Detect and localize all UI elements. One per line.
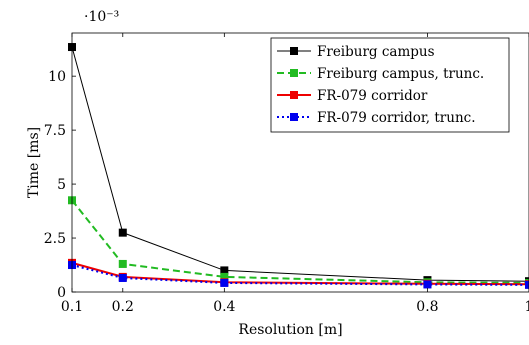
legend-label: FR-079 corridor, trunc. xyxy=(317,110,476,126)
data-point xyxy=(118,259,127,268)
legend-swatch-marker xyxy=(290,69,298,77)
legend-label: Freiburg campus xyxy=(317,44,435,60)
data-point xyxy=(220,278,229,287)
y-tick-label: 7.5 xyxy=(44,123,66,139)
axis-ticks: 0.10.20.40.8102.557.510 xyxy=(44,33,529,315)
y-tick-label: 5 xyxy=(57,177,66,193)
data-point xyxy=(220,266,229,275)
legend-label: Freiburg campus, trunc. xyxy=(317,66,484,82)
x-tick-label: 0.1 xyxy=(61,299,83,315)
data-point xyxy=(118,228,127,237)
data-point xyxy=(220,272,229,281)
data-point xyxy=(118,273,127,282)
x-tick-label: 0.8 xyxy=(416,299,438,315)
y-axis-label: Time [ms] xyxy=(26,127,42,198)
legend-item: Freiburg campus, trunc. xyxy=(277,66,484,82)
series-1 xyxy=(68,196,529,287)
legend: Freiburg campus Freiburg campus, trunc. FR… xyxy=(270,37,510,133)
legend-item: FR-079 corridor, trunc. xyxy=(277,110,476,126)
legend-swatch-marker xyxy=(290,47,298,55)
x-axis-label: Resolution [m] xyxy=(238,322,342,338)
x-tick-label: 1 xyxy=(525,299,529,315)
legend-box xyxy=(270,37,510,133)
legend-item: FR-079 corridor xyxy=(277,88,428,104)
plot-marks xyxy=(68,43,529,289)
y-axis-exponent: ·10⁻³ xyxy=(84,9,119,25)
x-tick-label: 0.2 xyxy=(112,299,134,315)
legend-label: FR-079 corridor xyxy=(317,88,428,104)
x-tick-label: 0.4 xyxy=(213,299,235,315)
legend-item: Freiburg campus xyxy=(277,44,435,60)
series-line xyxy=(71,264,529,286)
data-point xyxy=(525,280,529,289)
data-point xyxy=(423,280,432,289)
plot-frame xyxy=(71,32,529,293)
series-line xyxy=(71,199,529,284)
legend-swatch-marker xyxy=(290,113,298,121)
y-tick-label: 2.5 xyxy=(44,231,66,247)
legend-swatch-marker xyxy=(290,91,298,99)
y-tick-label: 0 xyxy=(57,285,66,301)
y-tick-label: 10 xyxy=(48,69,66,85)
